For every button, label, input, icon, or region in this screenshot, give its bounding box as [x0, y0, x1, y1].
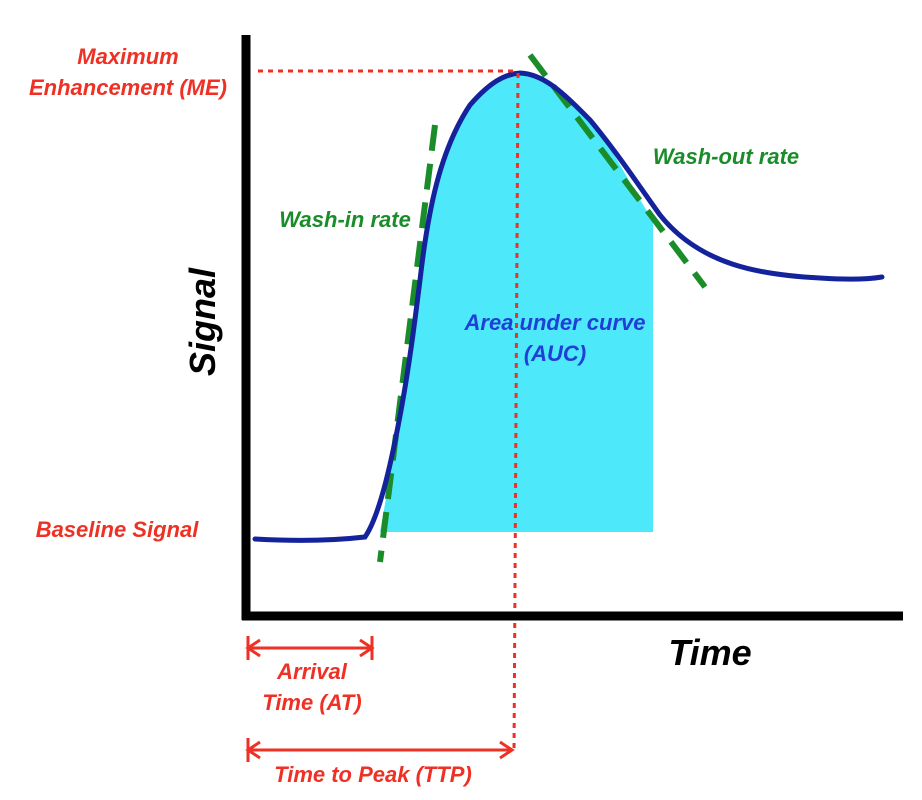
baseline-signal-label: Baseline Signal — [36, 517, 200, 542]
wash-in-tangent-line — [377, 124, 438, 563]
arrival-time-label-line2: Time (AT) — [262, 690, 361, 715]
time-to-peak-arrow — [245, 738, 515, 762]
wash-out-rate-label: Wash-out rate — [653, 144, 799, 169]
auc-label-line1: Area under curve — [464, 310, 646, 335]
time-to-peak-label: Time to Peak (TTP) — [274, 762, 472, 787]
max-enhancement-label-line2: Enhancement (ME) — [29, 75, 227, 100]
arrival-time-label-line1: Arrival — [276, 659, 348, 684]
x-axis-title: Time — [668, 632, 751, 673]
auc-label-line2: (AUC) — [524, 341, 586, 366]
arrival-time-arrow — [245, 636, 375, 660]
signal-curve — [252, 70, 885, 543]
max-enhancement-label-line1: Maximum — [77, 44, 178, 69]
auc-area — [380, 73, 653, 532]
wash-in-rate-label: Wash-in rate — [279, 207, 411, 232]
time-to-peak-guide-line — [512, 72, 520, 753]
y-axis-title: Signal — [182, 267, 223, 376]
